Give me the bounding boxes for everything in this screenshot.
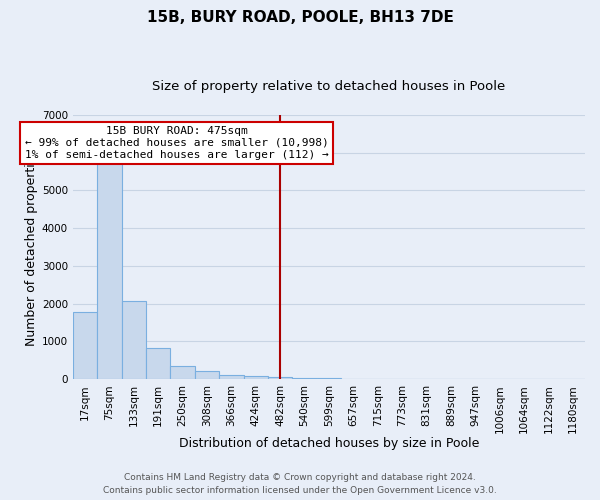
- Bar: [268, 378, 292, 379]
- Bar: [73, 312, 97, 379]
- Y-axis label: Number of detached properties: Number of detached properties: [25, 148, 38, 346]
- Text: 15B BURY ROAD: 475sqm
← 99% of detached houses are smaller (10,998)
1% of semi-d: 15B BURY ROAD: 475sqm ← 99% of detached …: [25, 126, 328, 160]
- Bar: [97, 162, 122, 379]
- Text: 15B, BURY ROAD, POOLE, BH13 7DE: 15B, BURY ROAD, POOLE, BH13 7DE: [146, 10, 454, 25]
- Bar: [146, 348, 170, 379]
- Title: Size of property relative to detached houses in Poole: Size of property relative to detached ho…: [152, 80, 506, 93]
- Bar: [170, 366, 195, 379]
- X-axis label: Distribution of detached houses by size in Poole: Distribution of detached houses by size …: [179, 437, 479, 450]
- Bar: [244, 376, 268, 379]
- Bar: [317, 378, 341, 379]
- Bar: [122, 302, 146, 379]
- Bar: [219, 375, 244, 379]
- Text: Contains HM Land Registry data © Crown copyright and database right 2024.
Contai: Contains HM Land Registry data © Crown c…: [103, 474, 497, 495]
- Bar: [292, 378, 317, 379]
- Bar: [195, 370, 219, 379]
